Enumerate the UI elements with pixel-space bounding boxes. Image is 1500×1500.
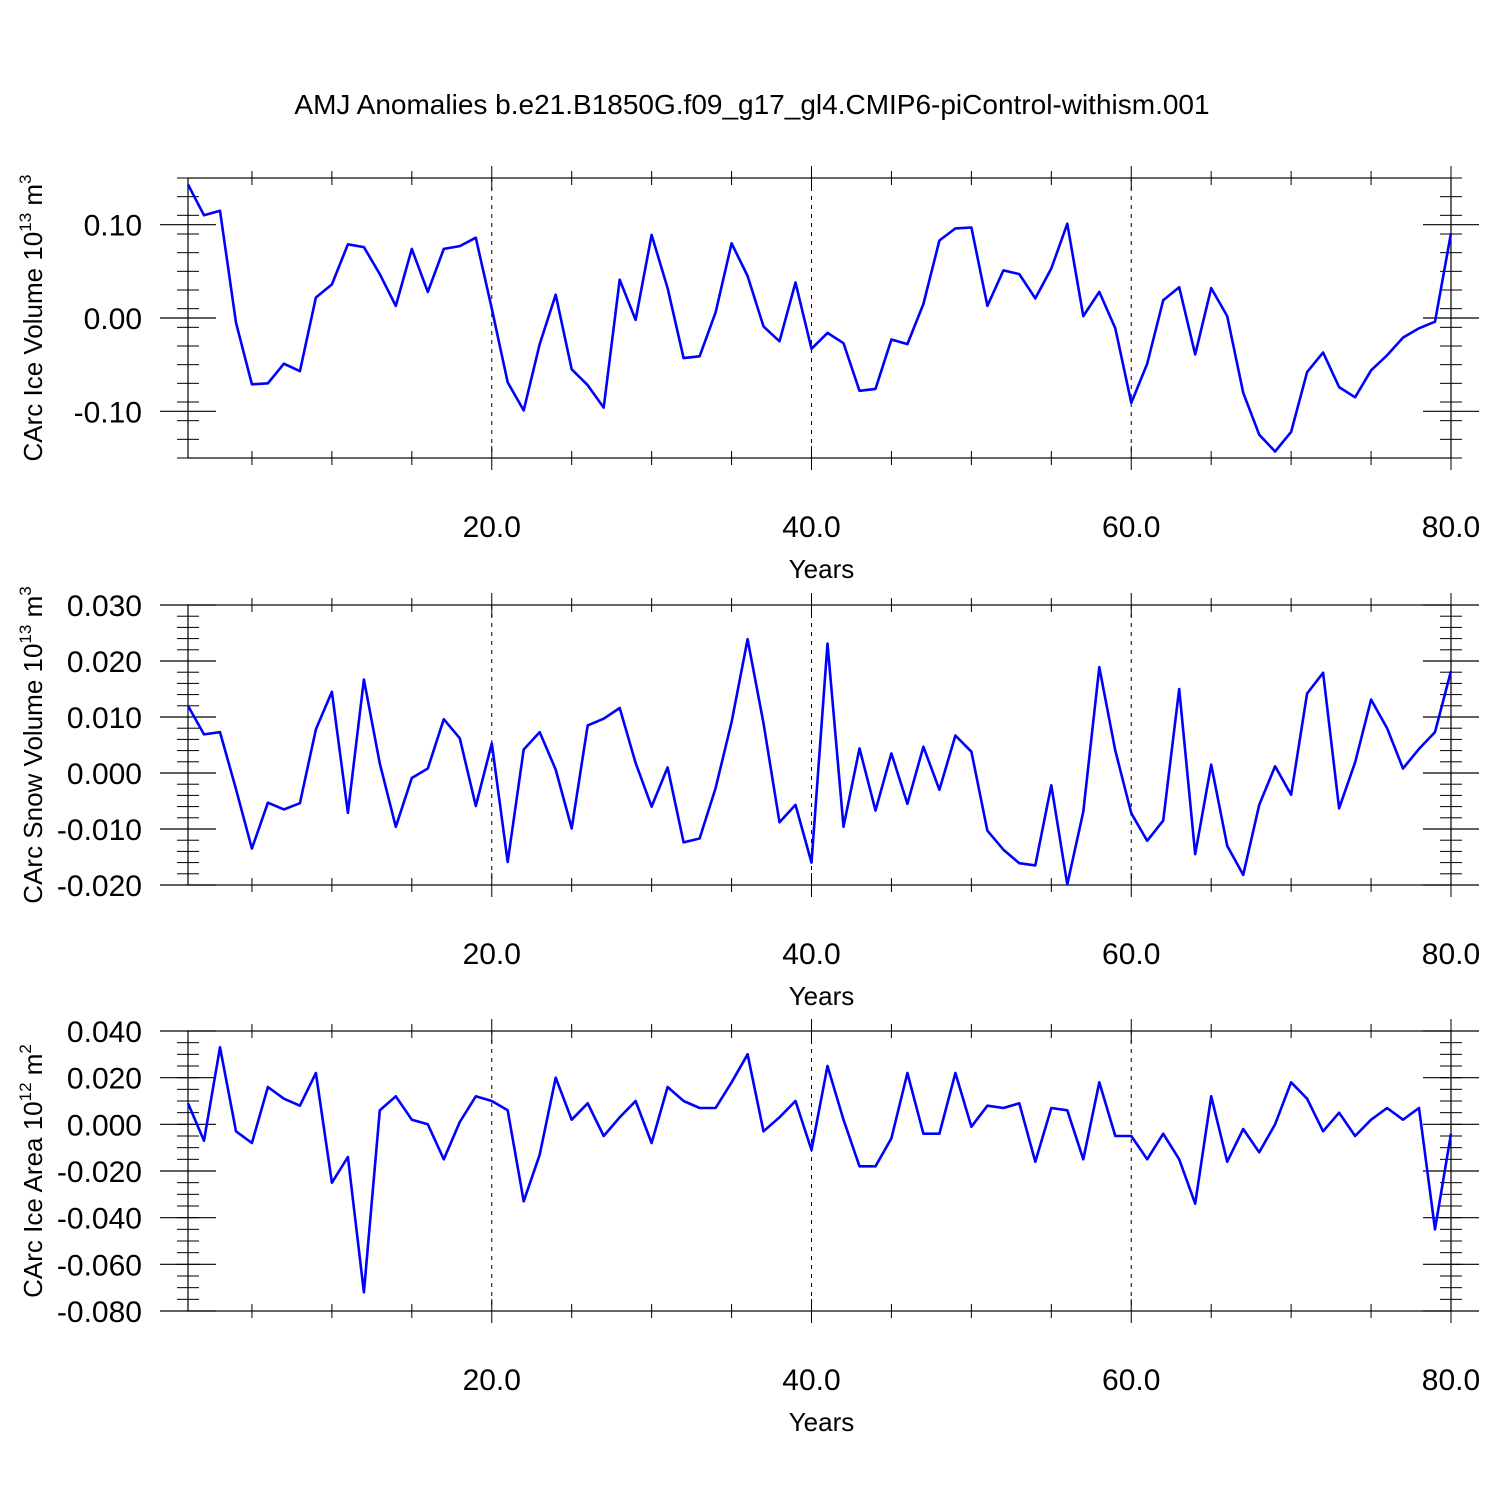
y-axis-label-exponent: 12 — [16, 1082, 35, 1101]
y-axis-label-unit-exponent: 3 — [16, 586, 35, 595]
y-tick-label: -0.040 — [57, 1203, 142, 1236]
y-tick-label: 0.030 — [67, 590, 142, 623]
x-tick-label: 80.0 — [1422, 511, 1480, 544]
plot-frame — [187, 604, 1452, 886]
x-tick-label: 40.0 — [782, 938, 840, 971]
x-tick-label: 60.0 — [1102, 938, 1160, 971]
panel-3: -0.080 -0.060 -0.040 -0.020 0.000 0.020 0.040 2… — [16, 1016, 1480, 1437]
y-tick-label: -0.020 — [57, 870, 142, 903]
x-tick-label: 40.0 — [782, 511, 840, 544]
y-tick-label: -0.020 — [57, 1156, 142, 1189]
x-tick-label: 80.0 — [1422, 938, 1480, 971]
x-tick-label: 60.0 — [1102, 511, 1160, 544]
series-line — [186, 637, 1453, 886]
y-axis-label-text: CArc Snow Volume 10 — [18, 644, 48, 904]
x-axis-label: Years — [789, 1407, 855, 1437]
y-tick-label: 0.000 — [67, 758, 142, 791]
y-axis-label-unit: m — [18, 184, 48, 213]
y-tick-label: 0.020 — [67, 1063, 142, 1096]
y-tick-label: 0.020 — [67, 646, 142, 679]
y-axis-label-text: CArc Ice Volume 10 — [18, 232, 48, 462]
y-axis-label-unit: m — [18, 596, 48, 625]
y-axis-label-text: CArc Ice Area 10 — [18, 1101, 48, 1298]
y-axis-label-unit: m — [18, 1054, 48, 1083]
plot-frame — [187, 177, 1452, 459]
panel-2: -0.020 -0.010 0.000 0.010 0.020 0.030 20.0 40.0… — [16, 586, 1480, 1011]
y-tick-label: -0.10 — [74, 396, 142, 429]
panels-group: -0.10 0.00 0.10 20.0 40.0 60.0 80.0 Years CArc I… — [16, 166, 1480, 1437]
series-line — [186, 183, 1453, 453]
y-axis-label-unit-exponent: 3 — [16, 174, 35, 183]
panel-1: -0.10 0.00 0.10 20.0 40.0 60.0 80.0 Years CArc I… — [16, 166, 1480, 584]
y-tick-label: 0.00 — [84, 303, 142, 336]
chart-title: AMJ Anomalies b.e21.B1850G.f09_g17_gl4.C… — [294, 89, 1209, 120]
x-tick-label: 20.0 — [463, 938, 521, 971]
x-tick-label: 20.0 — [463, 511, 521, 544]
x-tick-label: 20.0 — [463, 1364, 521, 1397]
x-tick-label: 80.0 — [1422, 1364, 1480, 1397]
x-tick-label: 60.0 — [1102, 1364, 1160, 1397]
x-tick-label: 40.0 — [782, 1364, 840, 1397]
series-line — [186, 1046, 1453, 1294]
x-axis-label: Years — [789, 554, 855, 584]
y-axis-label-unit-exponent: 2 — [16, 1044, 35, 1053]
y-tick-label: -0.080 — [57, 1296, 142, 1329]
y-axis-label: CArc Snow Volume 1013 m3 — [16, 586, 48, 903]
y-axis-label-exponent: 13 — [16, 625, 35, 644]
y-tick-label: 0.010 — [67, 702, 142, 735]
y-axis-label: CArc Ice Volume 1013 m3 — [16, 174, 48, 461]
y-tick-label: -0.060 — [57, 1249, 142, 1282]
plot-frame — [187, 1030, 1452, 1312]
y-tick-label: 0.040 — [67, 1016, 142, 1049]
y-tick-label: 0.10 — [84, 210, 142, 243]
y-tick-label: 0.000 — [67, 1109, 142, 1142]
y-axis-label: CArc Ice Area 1012 m2 — [16, 1044, 48, 1298]
y-axis-label-exponent: 13 — [16, 213, 35, 232]
x-axis-label: Years — [789, 981, 855, 1011]
y-tick-label: -0.010 — [57, 814, 142, 847]
